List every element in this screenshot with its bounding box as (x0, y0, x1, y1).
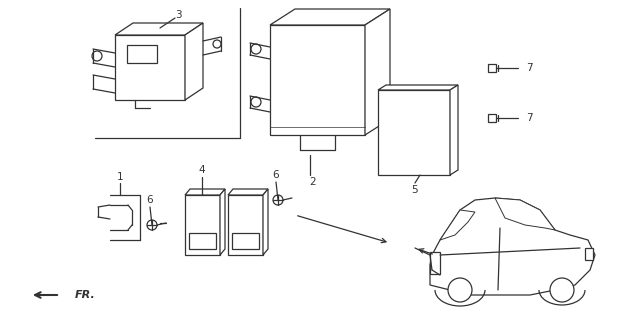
Polygon shape (185, 195, 220, 255)
Circle shape (92, 51, 102, 61)
Text: 7: 7 (526, 113, 533, 123)
Text: 4: 4 (198, 165, 205, 175)
Text: 7: 7 (526, 63, 533, 73)
Text: 3: 3 (175, 10, 181, 20)
Polygon shape (450, 85, 458, 175)
Polygon shape (378, 85, 458, 90)
Circle shape (448, 278, 472, 302)
Text: 5: 5 (412, 185, 418, 195)
Text: FR.: FR. (75, 290, 95, 300)
Circle shape (213, 40, 221, 48)
Polygon shape (228, 189, 268, 195)
Text: 6: 6 (273, 170, 279, 180)
Polygon shape (495, 198, 555, 230)
Polygon shape (220, 189, 225, 255)
Bar (585, 248, 593, 260)
Polygon shape (115, 35, 185, 100)
Text: 2: 2 (310, 177, 317, 187)
Polygon shape (185, 189, 225, 195)
Bar (232, 233, 259, 249)
Bar (127, 45, 157, 63)
Polygon shape (378, 90, 450, 175)
Polygon shape (185, 23, 203, 100)
Polygon shape (440, 210, 475, 240)
Circle shape (273, 195, 283, 205)
Circle shape (251, 97, 261, 107)
Polygon shape (270, 9, 390, 25)
Polygon shape (270, 25, 365, 135)
Text: 1: 1 (117, 172, 123, 182)
Bar (430, 252, 440, 274)
Bar (189, 233, 216, 249)
Bar (488, 114, 496, 122)
Circle shape (550, 278, 574, 302)
Circle shape (147, 220, 157, 230)
Text: 6: 6 (147, 195, 153, 205)
Polygon shape (115, 23, 203, 35)
Polygon shape (365, 9, 390, 135)
Polygon shape (228, 195, 263, 255)
Bar (488, 64, 496, 72)
Circle shape (251, 44, 261, 54)
Polygon shape (263, 189, 268, 255)
Polygon shape (430, 198, 595, 295)
